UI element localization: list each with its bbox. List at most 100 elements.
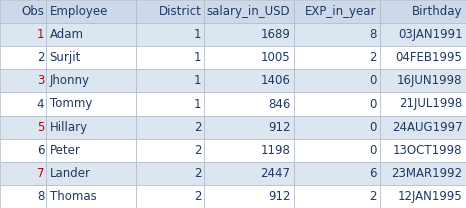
Text: 912: 912 [268, 121, 290, 134]
Text: 16JUN1998: 16JUN1998 [397, 74, 463, 87]
Text: 6: 6 [37, 144, 44, 157]
Text: 24AUG1997: 24AUG1997 [392, 121, 463, 134]
Bar [204, 46, 294, 69]
Text: 6: 6 [369, 167, 377, 180]
Text: 2: 2 [37, 51, 44, 64]
Text: 1: 1 [194, 74, 201, 87]
Text: Peter: Peter [49, 144, 81, 157]
Text: 1: 1 [194, 98, 201, 110]
Text: District: District [158, 5, 201, 18]
Text: Adam: Adam [49, 28, 83, 41]
Bar [294, 69, 380, 92]
Text: 846: 846 [268, 98, 290, 110]
Bar [294, 116, 380, 139]
Text: 2: 2 [194, 121, 201, 134]
Text: 2: 2 [194, 144, 201, 157]
Bar [0, 0, 46, 23]
Text: Jhonny: Jhonny [49, 74, 89, 87]
Bar [204, 0, 294, 23]
Bar [0, 116, 46, 139]
Text: 1005: 1005 [261, 51, 290, 64]
Bar [46, 185, 136, 208]
Bar [204, 139, 294, 162]
Text: Hillary: Hillary [49, 121, 88, 134]
Text: Surjit: Surjit [49, 51, 81, 64]
Text: 2: 2 [369, 51, 377, 64]
Bar [294, 162, 380, 185]
Text: 2: 2 [194, 190, 201, 203]
Bar [0, 162, 46, 185]
Text: 7: 7 [37, 167, 44, 180]
Text: 4: 4 [37, 98, 44, 110]
Bar [294, 92, 380, 116]
Bar [204, 92, 294, 116]
Bar [204, 69, 294, 92]
Text: 912: 912 [268, 190, 290, 203]
Bar [0, 23, 46, 46]
Bar [136, 23, 204, 46]
Text: 0: 0 [369, 121, 377, 134]
Text: 1: 1 [194, 51, 201, 64]
Bar [0, 69, 46, 92]
Bar [46, 139, 136, 162]
Text: Tommy: Tommy [49, 98, 92, 110]
Bar [294, 185, 380, 208]
Bar [204, 116, 294, 139]
Text: Employee: Employee [49, 5, 108, 18]
Text: 0: 0 [369, 74, 377, 87]
Text: salary_in_USD: salary_in_USD [207, 5, 290, 18]
Text: 1406: 1406 [260, 74, 290, 87]
Bar [46, 92, 136, 116]
Text: EXP_in_year: EXP_in_year [305, 5, 377, 18]
Bar [204, 162, 294, 185]
Bar [380, 185, 466, 208]
Bar [136, 0, 204, 23]
Bar [294, 0, 380, 23]
Text: Birthday: Birthday [412, 5, 463, 18]
Text: 3: 3 [37, 74, 44, 87]
Bar [380, 23, 466, 46]
Bar [294, 23, 380, 46]
Bar [0, 185, 46, 208]
Bar [46, 162, 136, 185]
Bar [136, 162, 204, 185]
Bar [0, 46, 46, 69]
Text: 1689: 1689 [260, 28, 290, 41]
Bar [46, 0, 136, 23]
Bar [136, 116, 204, 139]
Bar [380, 92, 466, 116]
Bar [136, 92, 204, 116]
Text: 04FEB1995: 04FEB1995 [396, 51, 463, 64]
Text: 03JAN1991: 03JAN1991 [398, 28, 463, 41]
Text: 8: 8 [37, 190, 44, 203]
Text: 2: 2 [194, 167, 201, 180]
Bar [204, 185, 294, 208]
Text: Obs: Obs [21, 5, 44, 18]
Text: 12JAN1995: 12JAN1995 [398, 190, 463, 203]
Bar [136, 139, 204, 162]
Text: 1: 1 [37, 28, 44, 41]
Text: 1: 1 [194, 28, 201, 41]
Bar [380, 162, 466, 185]
Text: 21JUL1998: 21JUL1998 [399, 98, 463, 110]
Bar [136, 46, 204, 69]
Text: 2447: 2447 [260, 167, 290, 180]
Text: 23MAR1992: 23MAR1992 [391, 167, 463, 180]
Text: 13OCT1998: 13OCT1998 [393, 144, 463, 157]
Bar [46, 116, 136, 139]
Bar [380, 139, 466, 162]
Bar [380, 116, 466, 139]
Text: 0: 0 [369, 144, 377, 157]
Text: 1198: 1198 [260, 144, 290, 157]
Bar [204, 23, 294, 46]
Bar [294, 46, 380, 69]
Bar [46, 69, 136, 92]
Text: Lander: Lander [49, 167, 90, 180]
Bar [380, 0, 466, 23]
Bar [294, 139, 380, 162]
Text: 0: 0 [369, 98, 377, 110]
Bar [380, 69, 466, 92]
Text: 5: 5 [37, 121, 44, 134]
Bar [0, 92, 46, 116]
Text: Thomas: Thomas [49, 190, 96, 203]
